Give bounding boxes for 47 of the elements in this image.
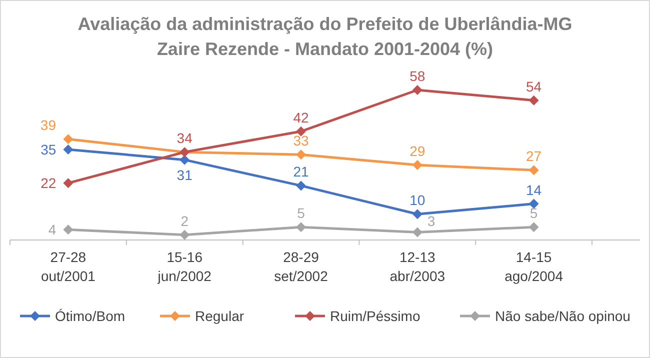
data-label: 39 [40,117,56,134]
data-label: 21 [293,164,309,180]
point [180,154,190,165]
data-label: 2 [180,212,189,229]
data-label: 35 [40,141,56,158]
point [296,222,306,232]
data-label: 31 [176,166,193,183]
point [412,227,422,238]
data-label: 58 [410,68,426,84]
data-label: 42 [293,109,309,126]
data-label: 4 [48,222,56,238]
data-label: 34 [176,130,193,146]
point [180,230,190,240]
point [412,85,422,95]
legend-label: Regular [195,308,244,324]
point [296,126,306,136]
point [296,150,306,160]
data-label: 54 [526,78,542,94]
point [63,144,74,154]
point [63,134,74,144]
data-label: 5 [530,205,538,222]
point [412,160,422,170]
data-label: 10 [410,192,426,208]
chart-title: Avaliação da administração do Prefeito de Uberlândia-MG Zaire Rezende - Mandato 2001-2004 (%) [78,14,572,59]
data-label: 29 [410,143,426,159]
x-tick-label: 12-13 abr/2003 [390,249,446,284]
legend-label: Ótimo/Bom [55,308,126,324]
data-label: 33 [293,132,309,149]
data-label: 27 [526,148,542,164]
point [412,209,422,220]
x-tick-label: 27-28 out/2001 [40,249,96,284]
data-label: 22 [40,175,56,192]
data-label: 3 [427,213,436,230]
point [296,180,306,191]
data-label: 14 [526,182,542,198]
point [528,222,539,232]
x-tick-label: 15-16 jun/2002 [156,249,212,284]
legend-label: Ruim/Péssimo [330,308,420,324]
data-label: 5 [297,205,306,222]
x-tick-label: 14-15 ago/2004 [504,249,564,284]
point [63,224,74,235]
point [528,165,539,176]
legend-label: Não sabe/Não opinou [495,308,630,324]
point [528,95,539,106]
point [63,178,74,188]
point [528,198,539,209]
x-tick-label: 28-29 set/2002 [274,249,328,284]
